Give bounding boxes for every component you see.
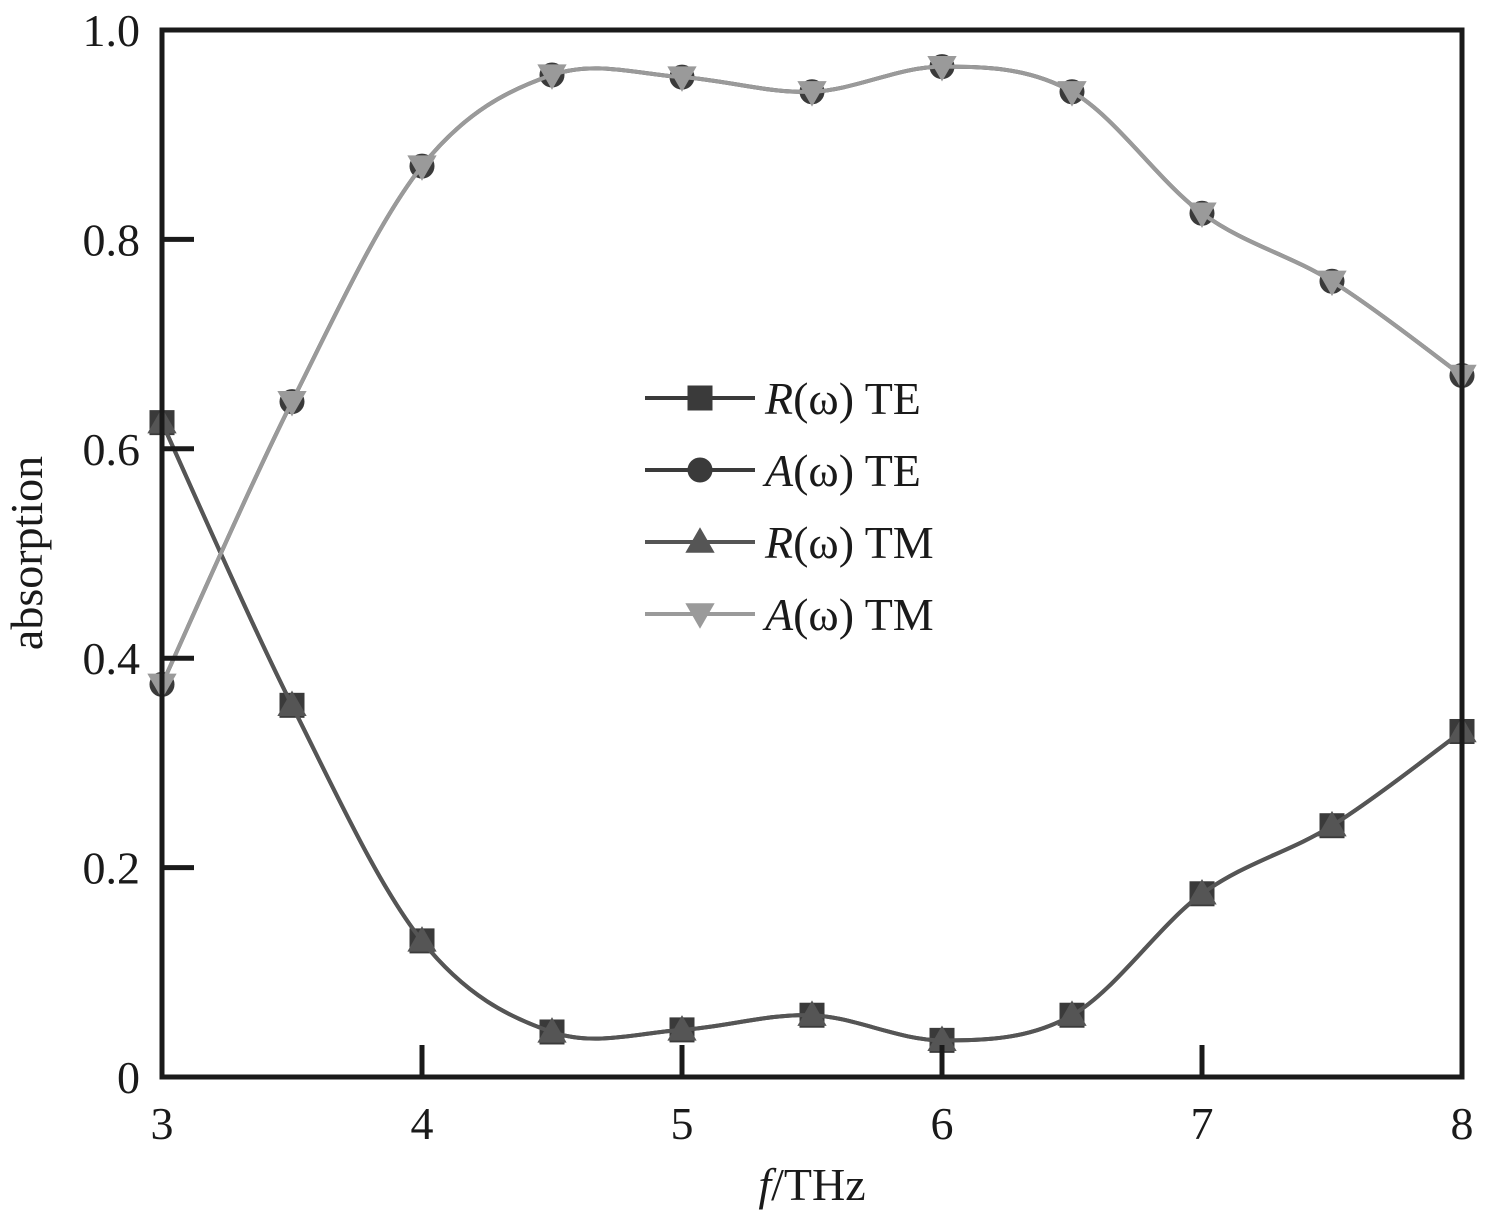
data-point	[667, 1015, 697, 1041]
y-tick-label: 0.6	[83, 424, 141, 475]
x-tick-label: 6	[931, 1098, 954, 1149]
data-point	[1057, 1000, 1087, 1026]
y-tick-label: 0.8	[83, 214, 141, 265]
tick-labels-layer: 3 4 5 6 7 8 0 0.2 0.4 0.6 0.8 1.0	[83, 5, 1474, 1149]
legend-marker	[687, 385, 713, 411]
legend-marker	[685, 603, 715, 629]
legend-marker	[685, 527, 715, 553]
data-point	[537, 1017, 567, 1043]
plot-frame	[159, 27, 1465, 1080]
legend-item: R(ω) TE	[645, 373, 921, 424]
data-point	[407, 155, 437, 181]
data-point	[407, 926, 437, 952]
y-axis-title: absorption	[1, 456, 52, 650]
data-point	[667, 66, 697, 92]
legend-label: R(ω) TE	[764, 373, 921, 424]
legend-label-var: R	[764, 373, 793, 424]
y-tick-label: 0.4	[83, 633, 141, 684]
x-tick-label: 5	[671, 1098, 694, 1149]
legend-label: A(ω) TM	[762, 589, 934, 640]
data-point	[797, 81, 827, 107]
y-tick-label: 0.2	[83, 843, 141, 894]
legend-label-var: A	[762, 445, 794, 496]
y-tick-label: 0	[117, 1052, 140, 1103]
series-3	[147, 55, 1477, 700]
plot-background	[162, 30, 1462, 1077]
series-2	[147, 407, 1477, 1052]
legend-label-rest: (ω) TM	[793, 517, 934, 568]
series-line	[160, 64, 1464, 686]
x-tick-label: 7	[1191, 1098, 1214, 1149]
data-point	[1057, 81, 1087, 107]
legend-label-var: A	[762, 589, 794, 640]
legend-item: R(ω) TM	[645, 517, 934, 568]
legend-label: R(ω) TM	[764, 517, 934, 568]
x-tick-label: 3	[151, 1098, 174, 1149]
legend-label-var: R	[764, 517, 793, 568]
x-tick-label: 8	[1451, 1098, 1474, 1149]
data-point	[277, 390, 307, 417]
data-point	[537, 64, 567, 90]
x-axis-title: f/THz	[758, 1159, 865, 1210]
data-point	[1317, 270, 1347, 297]
y-tick-label: 1.0	[83, 5, 141, 56]
legend-label-rest: (ω) TM	[793, 589, 934, 640]
legend-marker	[687, 457, 713, 483]
legend: R(ω) TEA(ω) TER(ω) TMA(ω) TM	[645, 373, 934, 640]
legend-item: A(ω) TM	[645, 589, 934, 640]
data-point	[1187, 878, 1217, 905]
data-point	[1187, 202, 1217, 229]
x-axis-title-unit: /THz	[771, 1159, 866, 1210]
data-point	[1317, 810, 1347, 837]
legend-label: A(ω) TE	[762, 445, 921, 496]
legend-label-rest: (ω) TE	[793, 373, 921, 424]
legend-label-rest: (ω) TE	[793, 445, 921, 496]
legend-item: A(ω) TE	[645, 445, 921, 496]
x-tick-label: 4	[411, 1098, 434, 1149]
data-point	[797, 1000, 827, 1026]
data-point	[927, 55, 957, 82]
data-point	[277, 690, 307, 717]
series-layer	[147, 54, 1477, 1053]
series-line	[160, 421, 1464, 1043]
